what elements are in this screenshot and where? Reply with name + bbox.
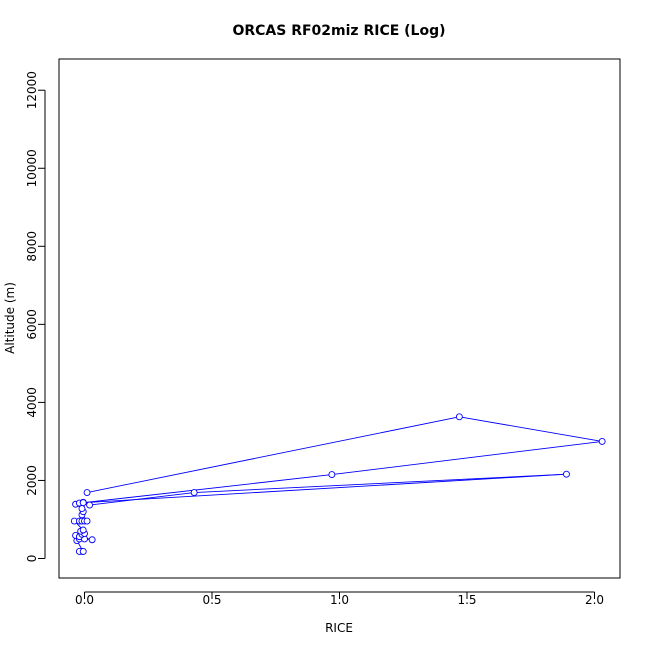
y-tick-label: 8000 [25,231,39,262]
data-point [86,501,94,509]
data-point [83,517,91,525]
series-line-segment [459,416,603,442]
y-axis-label: Altitude (m) [3,282,17,354]
data-point [79,526,87,534]
series-layer [70,413,606,555]
data-point [79,548,87,555]
data-point [328,471,336,479]
series-line-segment [86,416,460,493]
y-tick-label: 0 [25,555,39,563]
x-tick-label: 1.0 [330,593,349,607]
y-tick-label: 2000 [25,465,39,496]
x-axis: 0.0 0.5 1.0 1.5 2.0 [75,591,604,607]
data-point [88,536,96,544]
series-line-segment [83,473,567,504]
y-tick-label: 12000 [25,71,39,109]
data-point [563,470,570,478]
series-line-segment [194,473,567,493]
data-point [598,437,606,445]
data-point [455,413,463,421]
y-tick-label: 6000 [25,309,39,340]
y-tick-label: 10000 [25,149,39,187]
y-axis: 0 2000 4000 6000 8000 10000 12000 [25,71,46,563]
x-tick-label: 0.5 [202,593,221,607]
chart-title: ORCAS RF02miz RICE (Log) [232,23,445,39]
series-line-segment [331,440,603,476]
data-point [79,499,87,507]
series-line-segment [83,474,332,504]
x-tick-label: 1.5 [457,593,476,607]
plot-frame [58,58,621,579]
x-tick-label: 2.0 [585,593,604,607]
data-point [190,489,198,496]
x-tick-label: 0.0 [75,593,94,607]
x-axis-label: RICE [325,621,353,635]
data-point [83,489,91,496]
y-tick-label: 4000 [25,387,39,418]
